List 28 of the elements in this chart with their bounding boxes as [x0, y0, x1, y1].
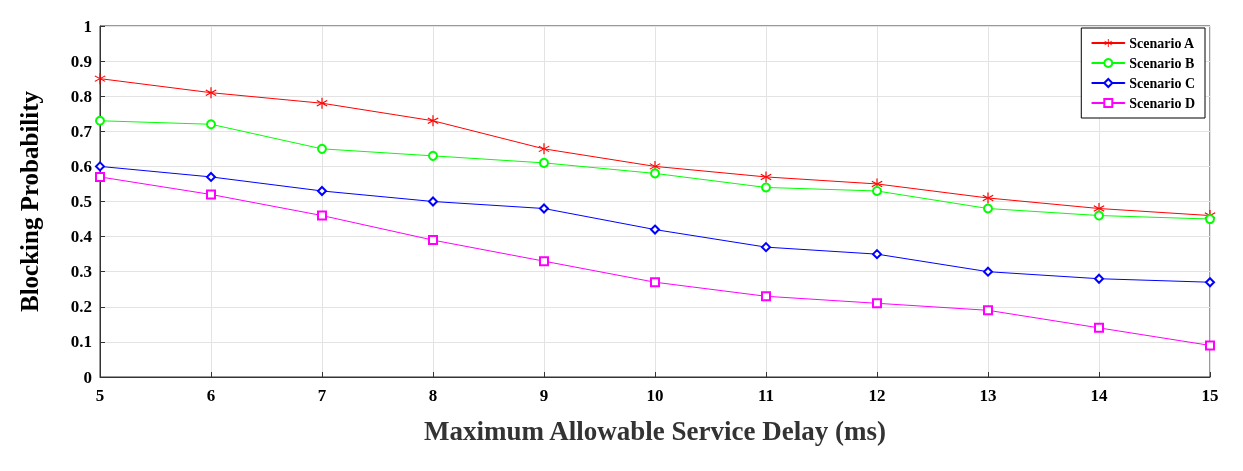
- x-tick-label: 9: [539, 386, 549, 405]
- y-tick-label: 0.9: [70, 51, 92, 71]
- y-tick-label: 0.1: [70, 332, 92, 352]
- y-tick-label: 0.2: [70, 297, 92, 317]
- y-tick-label: 0.6: [70, 156, 92, 176]
- legend-label: Scenario B: [1129, 55, 1195, 71]
- legend-label: Scenario C: [1129, 75, 1195, 91]
- x-tick-label: 12: [868, 386, 886, 405]
- y-tick-label: 0.5: [70, 192, 92, 211]
- y-tick-label: 1: [83, 16, 92, 36]
- y-tick-label: 0: [83, 367, 92, 387]
- x-tick-label: 11: [757, 386, 775, 405]
- y-tick-label: 0.4: [70, 227, 93, 247]
- x-tick-label: 7: [317, 386, 327, 405]
- x-tick-label: 15: [1201, 386, 1219, 405]
- x-tick-label: 10: [646, 386, 664, 405]
- legend-label: Scenario A: [1129, 35, 1196, 51]
- y-tick-label: 0.8: [70, 86, 92, 106]
- y-tick-label: 0.7: [70, 121, 93, 141]
- x-tick-label: 6: [206, 386, 216, 405]
- x-tick-label: 13: [979, 386, 997, 405]
- y-tick-label: 0.3: [70, 262, 92, 282]
- y-axis-title: Blocking Probability: [16, 90, 43, 313]
- x-axis-title: Maximum Allowable Service Delay (ms): [424, 415, 886, 446]
- x-tick-label: 5: [95, 386, 105, 405]
- x-tick-label: 8: [428, 386, 438, 405]
- x-tick-label: 14: [1090, 386, 1108, 405]
- legend-label: Scenario D: [1129, 95, 1195, 111]
